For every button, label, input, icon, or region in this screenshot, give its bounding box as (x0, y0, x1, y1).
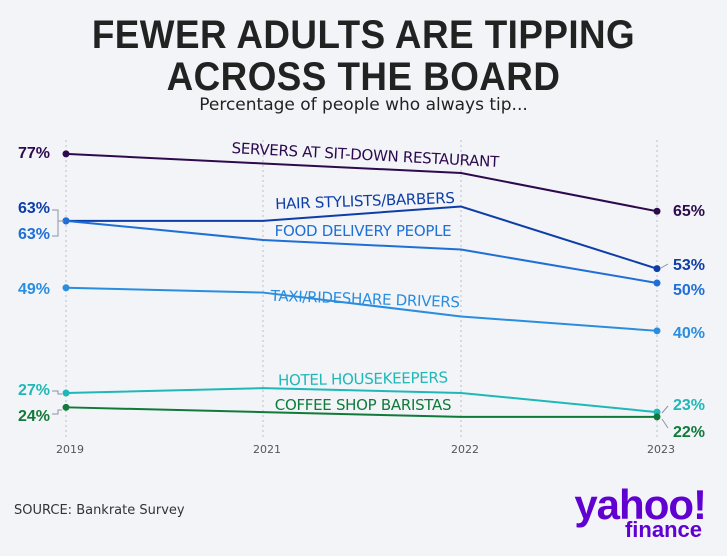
end-bracket-53 (660, 263, 669, 269)
series-name-label: SERVERS AT SIT-DOWN RESTAURANT (231, 139, 500, 171)
series-start-value-label: 49% (18, 281, 50, 298)
chart-subtitle: Percentage of people who always tip... (199, 95, 528, 115)
x-tick-label: 2021 (253, 443, 281, 456)
series-start-point (62, 403, 70, 411)
chart-title: FEWER ADULTS ARE TIPPING ACROSS THE BOAR… (29, 14, 698, 98)
series-end-value-label: 40% (673, 325, 705, 342)
start-bracket-24 (52, 409, 62, 415)
series-end-point (653, 408, 661, 416)
start-bracket-63 (52, 209, 64, 237)
series-line-5 (65, 406, 657, 418)
series-name-label: FOOD DELIVERY PEOPLE (275, 222, 452, 240)
series-start-value-label: 27% (18, 382, 50, 399)
series-start-point (62, 217, 70, 225)
series-end-value-label: 65% (673, 203, 705, 220)
logo-wordmark: yahoo! (574, 481, 707, 528)
series-line-2 (65, 219, 658, 284)
series-end-point (653, 265, 661, 273)
title-line-1: FEWER ADULTS ARE TIPPING (91, 13, 636, 57)
series-start-value-label: 63% (18, 226, 50, 243)
x-tick-label: 2023 (647, 443, 675, 456)
start-bracket-27 (52, 390, 62, 395)
series-end-point (653, 279, 661, 287)
logo-subbrand: finance (624, 517, 702, 542)
series-end-point (653, 413, 661, 421)
title-line-2: ACROSS THE BOARD (166, 55, 561, 99)
series-line-0 (65, 152, 658, 213)
end-bracket-23-22 (661, 405, 669, 429)
yahoo-finance-logo: yahoo! finance (572, 484, 712, 544)
source-note: SOURCE: Bankrate Survey (14, 503, 185, 518)
series-line-1 (66, 205, 658, 270)
series-name-label: HOTEL HOUSEKEEPERS (278, 369, 448, 390)
series-end-point (653, 207, 661, 215)
series-name-label: TAXI/RIDESHARE DRIVERS (269, 287, 460, 312)
series-end-value-label: 50% (673, 282, 705, 299)
series-end-value-label: 23% (673, 397, 705, 414)
series-name-label: COFFEE SHOP BARISTAS (275, 396, 451, 414)
series-end-point (653, 327, 661, 335)
series-start-value-label: 24% (18, 408, 50, 425)
series-start-value-label: 77% (18, 145, 50, 162)
series-start-point (62, 389, 70, 397)
x-tick-label: 2022 (451, 443, 479, 456)
x-tick-label: 2019 (56, 443, 84, 456)
series-start-point (62, 150, 70, 158)
series-line-3 (65, 286, 658, 332)
series-end-value-label: 22% (673, 424, 705, 441)
series-end-value-label: 53% (673, 257, 705, 274)
series-line-4 (65, 387, 658, 414)
series-start-point (62, 284, 70, 292)
series-start-value-label: 63% (18, 200, 50, 217)
